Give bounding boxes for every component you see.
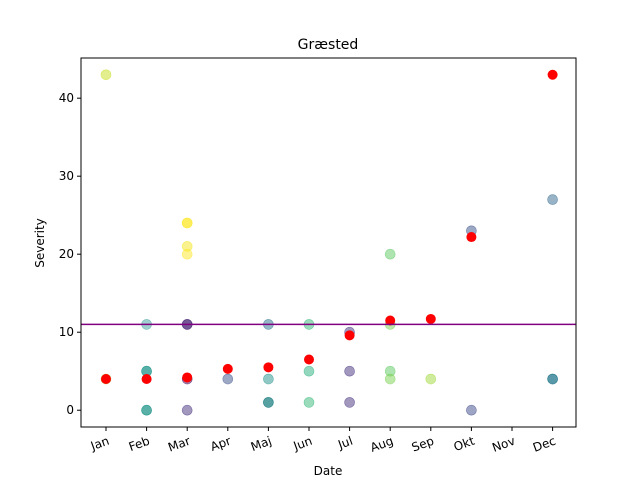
y-tick-label: 30 (59, 169, 74, 183)
x-tick-label: Mar (166, 434, 192, 455)
chart-title: Græsted (298, 37, 359, 53)
mean-point (466, 232, 477, 243)
data-point (263, 397, 274, 408)
y-tick-label: 0 (66, 403, 74, 417)
mean-point (385, 315, 396, 326)
y-tick-label: 10 (59, 325, 74, 339)
x-tick-label: Feb (127, 434, 152, 454)
data-point (384, 373, 396, 385)
x-tick-label: Aug (368, 434, 395, 455)
x-tick-label: Okt (452, 434, 477, 454)
data-point (303, 365, 315, 377)
data-point (263, 373, 274, 385)
data-point (181, 217, 193, 229)
x-tick-label: Dec (531, 434, 558, 455)
x-tick-label: Jul (335, 434, 354, 452)
mean-point (304, 354, 314, 365)
data-point (384, 248, 396, 260)
data-point (181, 248, 193, 260)
data-point (425, 373, 437, 385)
data-point (141, 404, 152, 416)
data-point (344, 397, 355, 408)
mean-point (425, 313, 436, 324)
mean-point (222, 363, 233, 374)
data-point (100, 69, 112, 81)
y-tick-label: 20 (59, 247, 74, 261)
mean-point (101, 374, 111, 385)
x-tick-label: Nov (490, 434, 517, 455)
mean-point (141, 374, 152, 385)
mean-point (263, 362, 274, 373)
data-point (547, 373, 558, 385)
x-tick-label: Jan (88, 434, 111, 454)
x-axis-label: Date (314, 464, 343, 478)
x-tick-label: Maj (249, 434, 274, 454)
x-tick-label: Jun (291, 434, 314, 454)
mean-point (547, 69, 558, 80)
mean-point (182, 372, 193, 383)
data-point (222, 373, 234, 385)
data-point (344, 365, 355, 377)
y-axis-label: Severity (33, 218, 47, 268)
data-point (466, 404, 477, 416)
x-tick-label: Apr (209, 434, 233, 454)
data-point (181, 404, 193, 416)
plot-frame (80, 57, 577, 428)
x-tick-label: Sep (410, 434, 436, 455)
mean-point (344, 330, 355, 341)
y-tick-label: 40 (59, 91, 74, 105)
data-point (303, 397, 315, 408)
data-point (547, 194, 558, 205)
plot-area: 0 10 20 30 40 Jan Feb Mar Apr Maj Jun Jul Aug Sep Okt N… (59, 57, 577, 455)
